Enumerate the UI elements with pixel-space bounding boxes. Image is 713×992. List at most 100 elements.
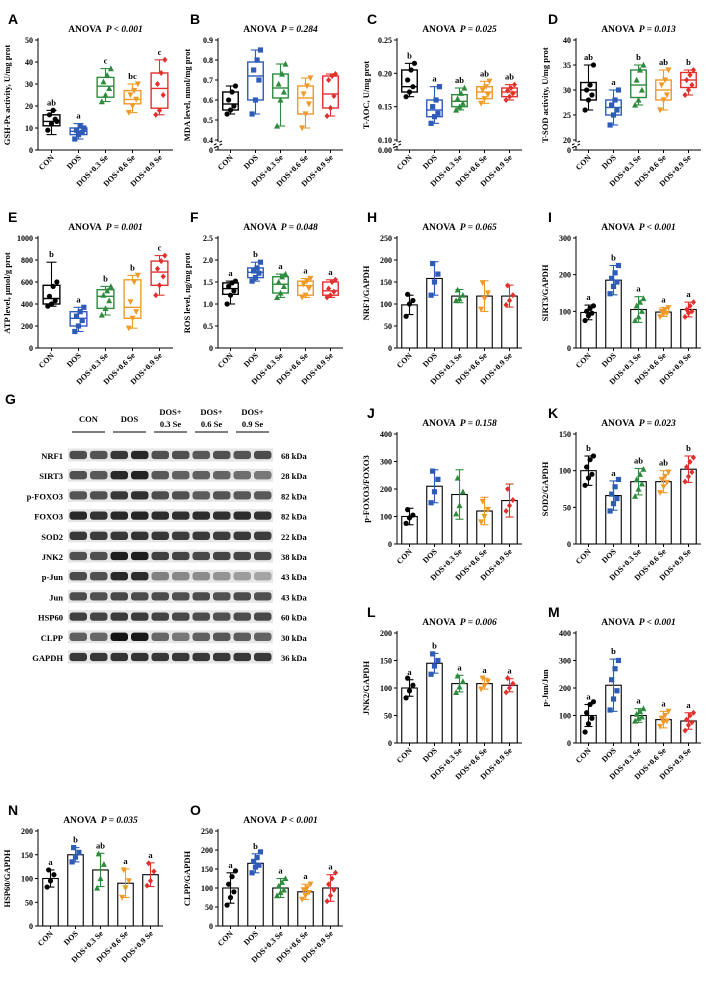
data-point — [459, 292, 466, 298]
significance-letter: a — [457, 662, 462, 672]
y-tick-label: 200 — [559, 271, 571, 280]
y-tick-label: 50 — [384, 712, 392, 721]
data-point — [405, 77, 411, 83]
significance-letter: b — [611, 253, 616, 263]
data-point — [453, 689, 460, 695]
x-tick-label: CON — [216, 351, 235, 370]
data-point — [77, 309, 83, 315]
blot-band — [213, 531, 231, 540]
y-tick-label: 0.7 — [203, 76, 213, 85]
data-point — [227, 894, 234, 901]
data-point — [690, 67, 697, 73]
data-point — [72, 854, 79, 860]
y-tick-label: 150 — [21, 851, 33, 860]
blot-band — [151, 652, 169, 662]
data-point — [224, 111, 230, 117]
y-tick-label: 300 — [559, 657, 571, 666]
data-point — [279, 273, 286, 280]
y-tick-label: 50 — [384, 322, 392, 331]
chart-I: I ANOVA P < 0.001 0 100 200 300 SIRT3/GAPDH CON D… — [540, 209, 701, 386]
data-point — [299, 294, 306, 301]
blot-band — [90, 551, 108, 561]
blot-band — [213, 632, 231, 641]
blot-band — [69, 652, 87, 662]
data-point — [329, 279, 335, 285]
data-point — [461, 84, 468, 91]
group-2: ab — [451, 75, 468, 113]
data-point — [431, 663, 438, 669]
data-point — [585, 97, 592, 103]
anova-title: ANOVA P = 0.001 — [68, 223, 143, 233]
data-point — [508, 85, 514, 91]
anova-title: ANOVA P = 0.025 — [422, 25, 497, 35]
significance-letter: a — [686, 700, 691, 710]
data-point — [657, 490, 664, 496]
data-point — [251, 67, 257, 73]
significance-letter: a — [686, 289, 691, 299]
data-point — [229, 874, 235, 880]
data-point — [144, 882, 150, 889]
data-point — [614, 495, 620, 502]
data-point — [478, 306, 485, 313]
data-point — [689, 719, 695, 726]
data-point — [151, 868, 157, 875]
group-2: c — [96, 56, 115, 105]
x-tick-label: DOS — [62, 929, 80, 947]
x-tick-label: CON — [395, 746, 414, 765]
data-point — [410, 682, 416, 688]
group-1: a — [605, 77, 622, 128]
y-tick-label: 40 — [25, 58, 33, 67]
y-tick-label: 25 — [563, 111, 571, 120]
anova-title: ANOVA P = 0.023 — [601, 419, 676, 429]
data-point — [154, 81, 161, 87]
data-point — [454, 95, 461, 102]
data-point — [282, 60, 289, 67]
data-point — [657, 723, 664, 730]
anova-p: P = 0.006 — [460, 618, 497, 628]
y-tick-label: 0 — [29, 146, 33, 155]
data-point — [660, 484, 667, 490]
data-point — [481, 683, 488, 689]
group-1 — [426, 468, 443, 545]
data-point — [428, 500, 434, 506]
data-point — [133, 309, 140, 315]
data-point — [122, 885, 129, 892]
blot-protein-label: Jun — [49, 592, 63, 602]
y-tick-label: 20 — [25, 102, 33, 111]
group-4: a — [680, 700, 697, 744]
data-point — [456, 502, 463, 509]
data-point — [231, 288, 237, 294]
data-point — [405, 291, 411, 297]
blot-row-JNK2: JNK2 38 kDa — [42, 549, 307, 563]
y-tick-label: 30 — [563, 86, 571, 95]
data-point — [227, 292, 234, 298]
data-point — [614, 688, 620, 694]
blot-band — [131, 531, 149, 540]
data-point — [430, 468, 436, 474]
panel-letter-H: H — [367, 209, 377, 225]
data-point — [689, 82, 695, 88]
data-point — [280, 283, 287, 289]
data-point — [663, 479, 670, 486]
anova-p: P = 0.035 — [101, 816, 138, 826]
data-point — [505, 486, 511, 492]
y-tick-label: 0.9 — [203, 36, 213, 45]
y-tick-label: 400 — [559, 629, 571, 638]
data-point — [587, 457, 593, 463]
blot-row-SOD2: SOD2 22 kDa — [41, 529, 307, 543]
blot-group-label: 0.9 Se — [242, 419, 263, 429]
y-tick-label: 0 — [29, 922, 33, 931]
data-point — [232, 278, 239, 284]
significance-letter: ab — [96, 840, 105, 850]
box — [150, 260, 169, 287]
blot-row-SIRT3: SIRT3 28 kDa — [39, 468, 307, 482]
blot-band — [110, 491, 128, 500]
data-point — [665, 469, 672, 476]
data-point — [76, 849, 82, 855]
data-point — [589, 92, 595, 98]
data-point — [280, 88, 287, 95]
y-tick-label: 0.6 — [203, 96, 213, 105]
significance-letter: a — [636, 696, 641, 706]
blot-group-label: DOS — [121, 414, 139, 424]
data-point — [435, 271, 441, 277]
